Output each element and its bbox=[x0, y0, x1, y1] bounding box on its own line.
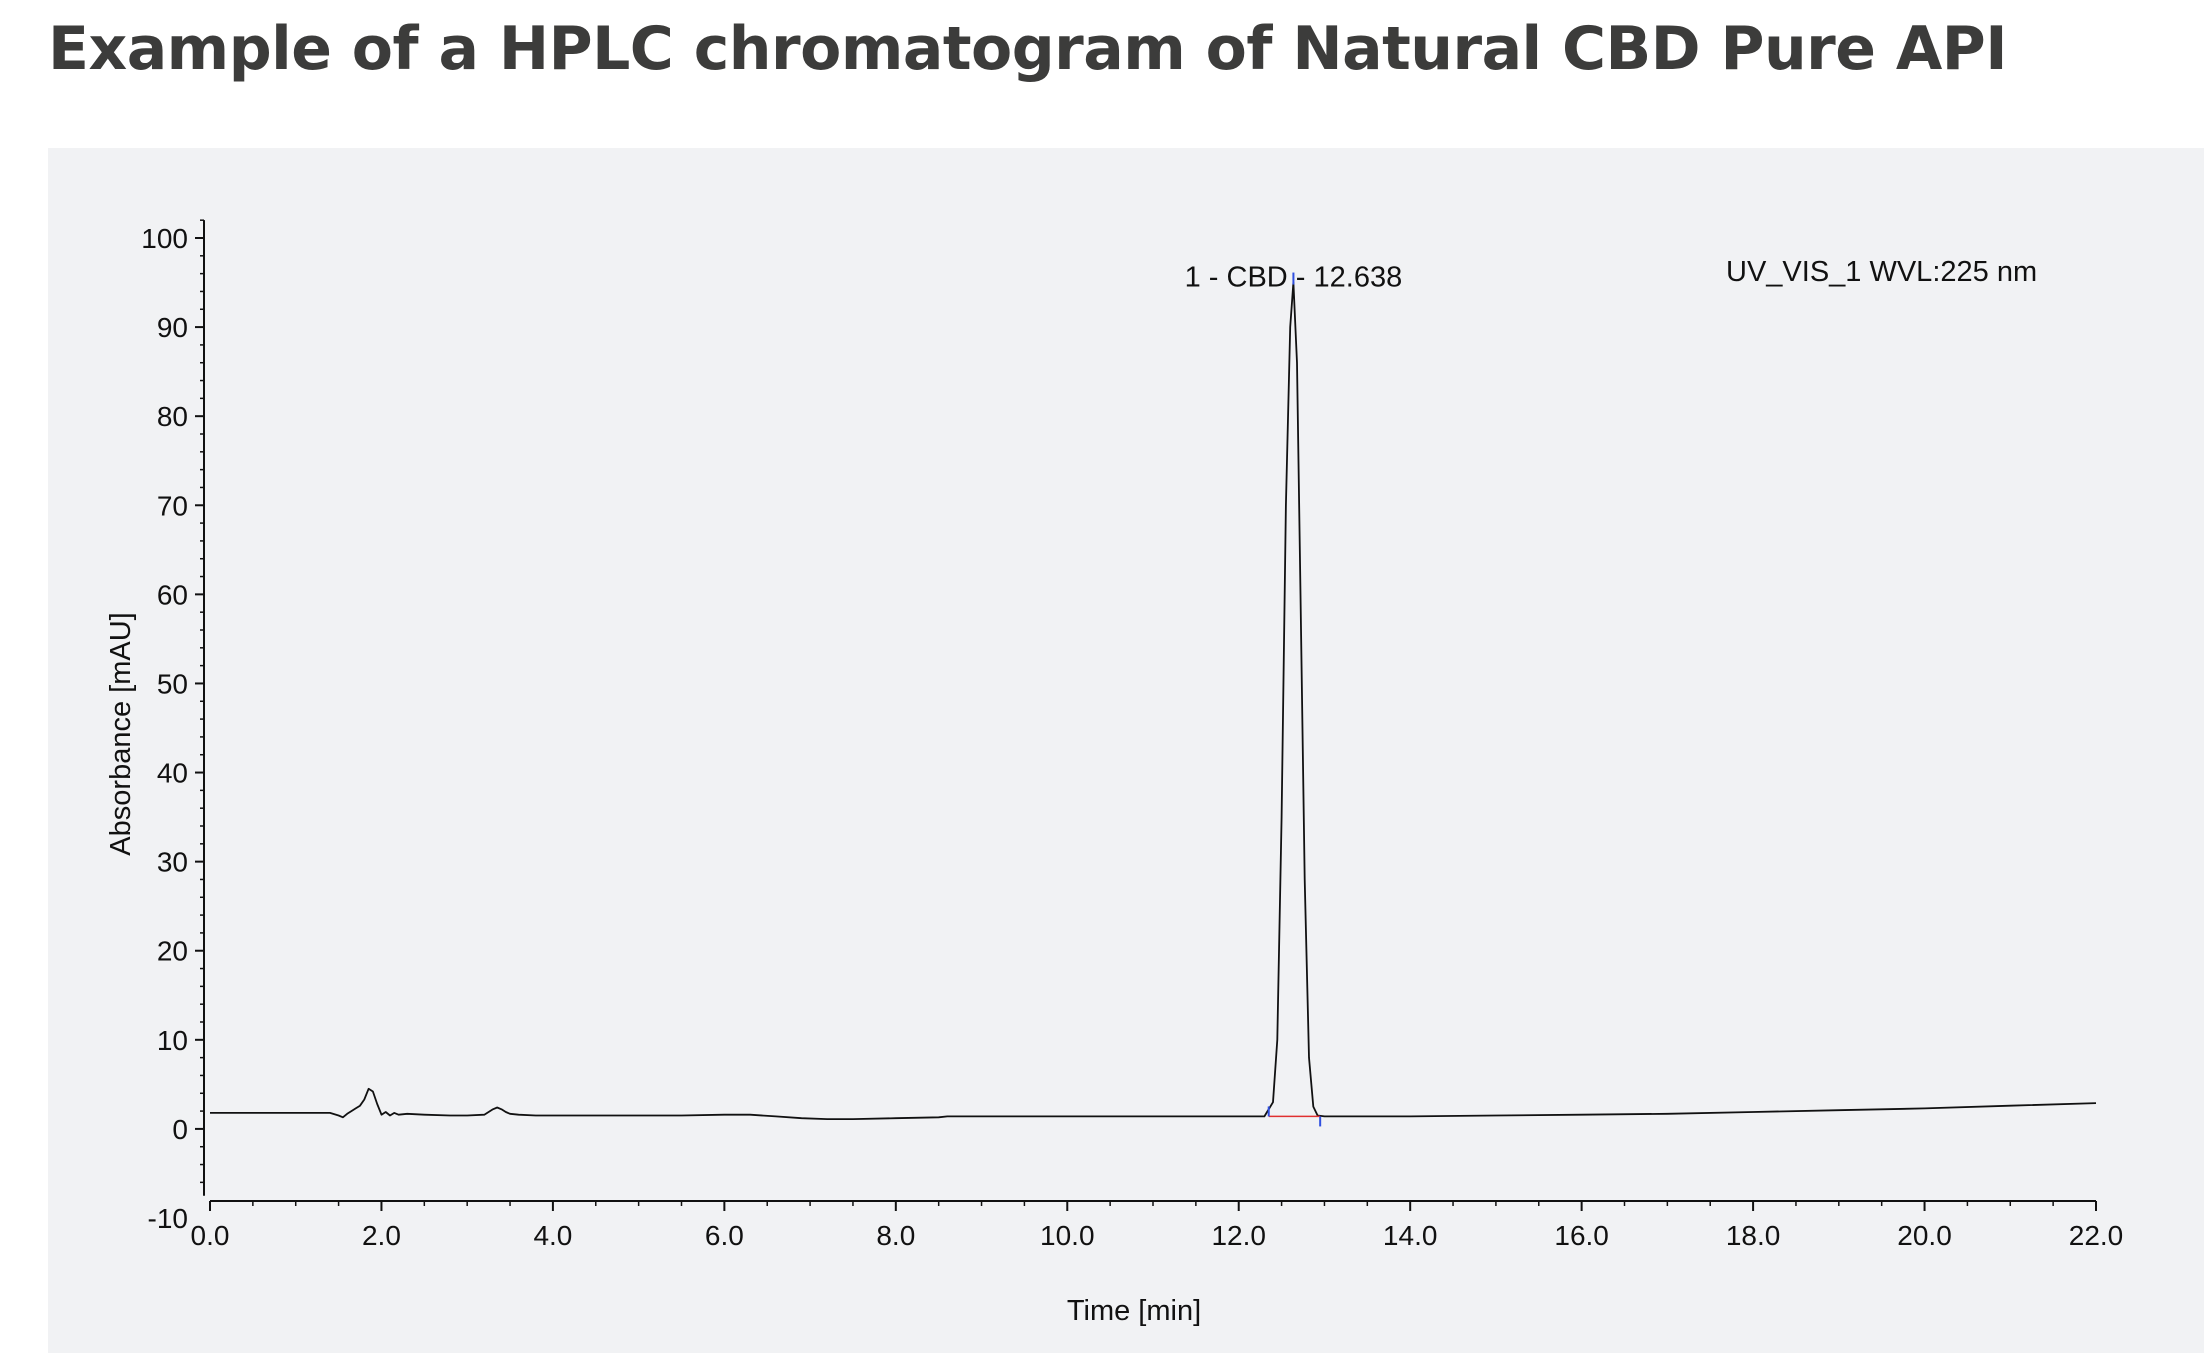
channel-label: UV_VIS_1 WVL:225 nm bbox=[1726, 256, 2037, 288]
x-tick-label: 6.0 bbox=[705, 1220, 744, 1251]
x-axis: 0.0 2.0 4.0 6.0 8.0 10.0 12.0 14.0 16.0 18.0 20.0 2… bbox=[191, 1200, 2124, 1251]
chromatogram-line bbox=[210, 281, 2097, 1120]
x-tick-label: 4.0 bbox=[533, 1220, 572, 1251]
chart-panel: -10 0 10 20 30 40 50 60 70 80 90 100 0.0 2.0 4.0 6.0 8.… bbox=[48, 148, 2204, 1353]
x-tick-label: 18.0 bbox=[1726, 1220, 1781, 1251]
x-tick-label: 20.0 bbox=[1897, 1220, 1952, 1251]
plot-area: 1 - CBD - 12.638 bbox=[210, 262, 2097, 1127]
chromatogram-chart: -10 0 10 20 30 40 50 60 70 80 90 100 0.0 2.0 4.0 6.0 8.… bbox=[105, 219, 2124, 1327]
x-tick-label: 10.0 bbox=[1040, 1220, 1095, 1251]
y-tick-label: 60 bbox=[157, 579, 188, 610]
x-tick-label: 14.0 bbox=[1383, 1220, 1438, 1251]
y-tick-label: 0 bbox=[172, 1114, 188, 1145]
x-tick-label: 16.0 bbox=[1554, 1220, 1609, 1251]
x-tick-label: 22.0 bbox=[2069, 1220, 2124, 1251]
x-tick-label: 0.0 bbox=[191, 1220, 230, 1251]
y-tick-label: 50 bbox=[157, 668, 188, 699]
y-tick-label: 70 bbox=[157, 490, 188, 521]
x-tick-label: 12.0 bbox=[1211, 1220, 1266, 1251]
y-tick-label: 100 bbox=[141, 223, 188, 254]
y-tick-label: 40 bbox=[157, 758, 188, 789]
y-tick-label: 10 bbox=[157, 1025, 188, 1056]
y-axis: -10 0 10 20 30 40 50 60 70 80 90 100 bbox=[141, 219, 205, 1234]
peak-label: 1 - CBD - 12.638 bbox=[1185, 262, 1403, 294]
y-axis-label: Absorbance [mAU] bbox=[105, 612, 137, 855]
y-tick-label: 80 bbox=[157, 401, 188, 432]
x-tick-label: 8.0 bbox=[876, 1220, 915, 1251]
y-tick-label: 90 bbox=[157, 312, 188, 343]
y-tick-label: -10 bbox=[148, 1203, 188, 1234]
y-tick-label: 20 bbox=[157, 936, 188, 967]
y-tick-label: 30 bbox=[157, 847, 188, 878]
page-title: Example of a HPLC chromatogram of Natura… bbox=[48, 14, 2008, 84]
x-tick-label: 2.0 bbox=[362, 1220, 401, 1251]
x-axis-label: Time [min] bbox=[1067, 1295, 1201, 1327]
